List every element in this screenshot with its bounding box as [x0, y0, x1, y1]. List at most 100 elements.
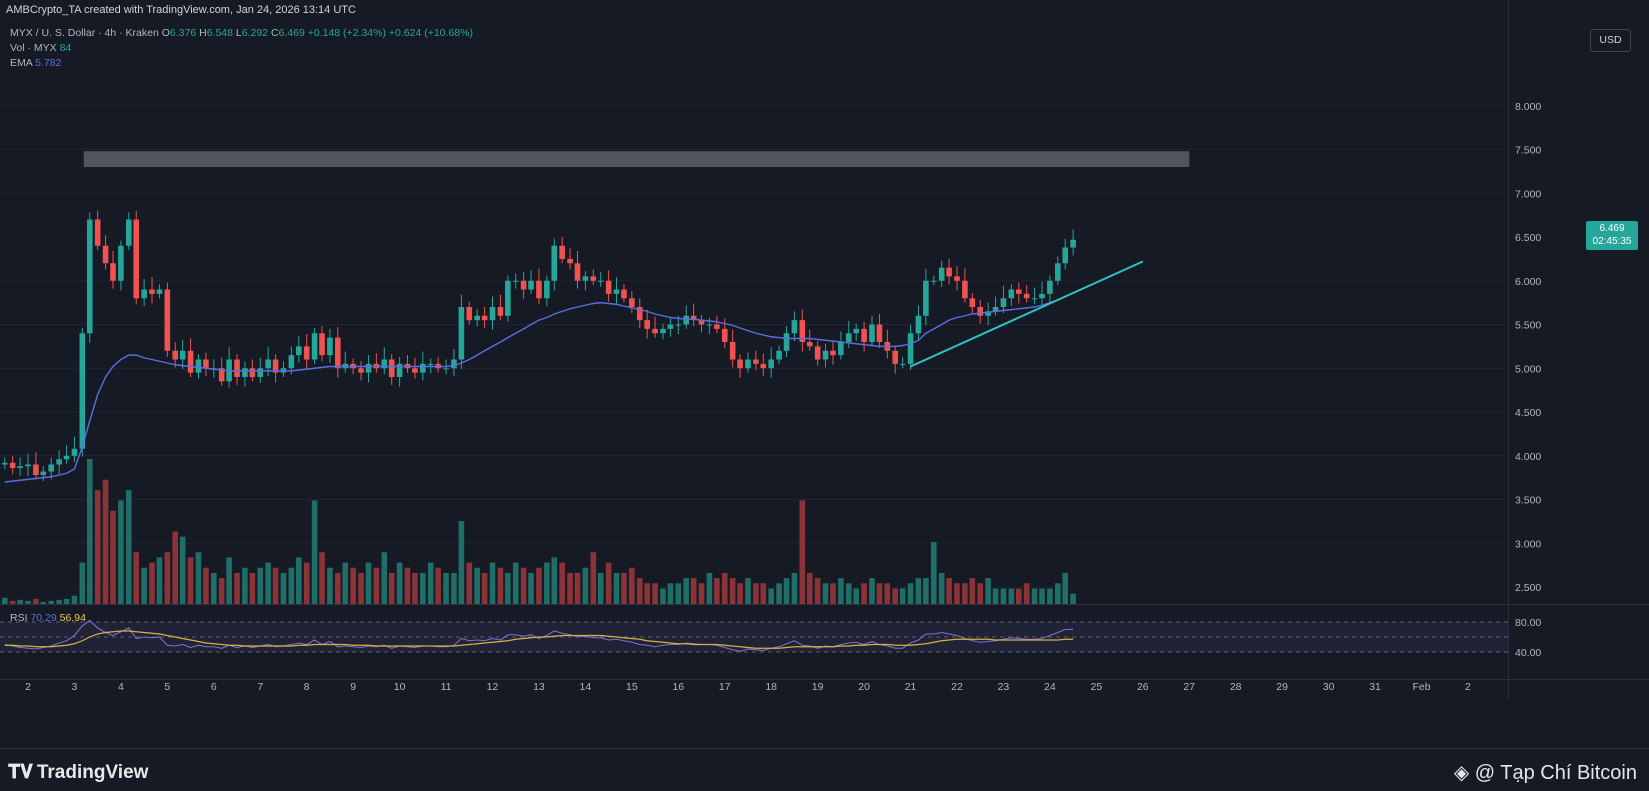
candle: [489, 307, 496, 321]
time-tick-label: 27: [1183, 681, 1195, 693]
candle: [822, 350, 829, 360]
time-tick-label: 15: [626, 681, 638, 693]
candle: [443, 368, 449, 370]
volume-bar: [404, 567, 411, 604]
volume-bar: [118, 500, 124, 604]
candle: [753, 359, 759, 364]
volume-bar: [412, 572, 418, 604]
symbol-legend[interactable]: MYX / U. S. Dollar · 4h · Kraken O6.376 …: [10, 27, 473, 39]
volume-bar: [451, 572, 457, 604]
volume-legend[interactable]: Vol · MYX 84: [10, 42, 71, 54]
candle: [567, 258, 573, 264]
volume-bar: [1031, 588, 1038, 604]
volume-bar: [814, 578, 821, 604]
time-tick-label: 30: [1323, 681, 1335, 693]
volume-bar: [1, 597, 8, 604]
volume-value: 84: [59, 42, 72, 54]
volume-bar: [497, 567, 504, 604]
candle: [1000, 298, 1007, 307]
candle: [768, 359, 774, 369]
volume-bar: [683, 578, 689, 604]
candles[interactable]: [1, 210, 1076, 482]
candle: [1047, 280, 1053, 294]
candle: [257, 368, 264, 377]
time-tick-label: 16: [672, 681, 684, 693]
volume-bar: [644, 583, 650, 604]
candle: [985, 311, 991, 316]
candle: [636, 307, 643, 321]
high-value: 6.548: [206, 27, 233, 39]
candle: [71, 448, 78, 456]
candle: [706, 324, 713, 326]
volume-bar: [714, 578, 720, 604]
time-tick-label: 9: [350, 681, 356, 693]
candle: [234, 359, 240, 377]
price-tick-label: 6.000: [1515, 276, 1541, 288]
rsi-legend[interactable]: RSI 70.29 56.94: [10, 612, 86, 624]
ema-label: EMA: [10, 57, 33, 69]
candle: [907, 333, 914, 364]
volume-bar: [536, 567, 542, 604]
volume-bars: [1, 459, 1076, 604]
candle: [613, 289, 620, 294]
volume-bar: [876, 583, 883, 604]
candle: [94, 219, 101, 246]
volume-bar: [342, 562, 349, 604]
candle: [923, 280, 929, 316]
volume-bar: [1054, 583, 1061, 604]
volume-bar: [544, 562, 550, 604]
price-tick-label: 6.500: [1515, 232, 1541, 244]
volume-bar: [884, 583, 891, 604]
volume-bar: [838, 578, 844, 604]
volume-bar: [311, 500, 318, 604]
volume-bar: [629, 567, 635, 604]
time-axis[interactable]: 2 3 4 5 6 7 8 9 10 11 12 13 14 15 16 17 18 19 20 21 22 23 24 25…: [25, 681, 1471, 693]
volume-bar: [721, 572, 728, 604]
volume-bar: [768, 588, 774, 604]
candle: [319, 333, 325, 356]
candle: [590, 276, 597, 281]
watermark: ◈ @ Tạp Chí Bitcoin: [1454, 760, 1637, 785]
volume-bar: [489, 562, 496, 604]
bar-countdown: 02:45:35: [1592, 236, 1632, 247]
price-chart[interactable]: 8.000 7.500 7.000 6.500 6.000 5.500 5.000 4.500…: [0, 0, 1649, 750]
volume-bar: [1008, 588, 1015, 604]
volume-bar: [466, 562, 473, 604]
time-tick-label: 22: [951, 681, 963, 693]
volume-bar: [892, 588, 899, 604]
candle: [265, 359, 271, 369]
time-tick-label: 6: [211, 681, 217, 693]
trendline-layer[interactable]: [910, 260, 1144, 368]
time-tick-label: 24: [1044, 681, 1056, 693]
price-tick-label: 5.000: [1515, 363, 1541, 375]
candle: [63, 455, 70, 460]
ema-legend[interactable]: EMA 5.782: [10, 57, 61, 69]
time-tick-label: 28: [1230, 681, 1242, 693]
volume-bar: [443, 572, 449, 604]
volume-bar: [218, 578, 225, 604]
low-value: 6.292: [241, 27, 269, 39]
volume-bar: [179, 536, 186, 604]
volume-bar: [396, 562, 403, 604]
volume-bar: [365, 562, 372, 604]
price-axis[interactable]: 8.000 7.500 7.000 6.500 6.000 5.500 5.000 4.500…: [1515, 101, 1541, 659]
tradingview-logo[interactable]: 𝐓𝐕 TradingView: [8, 762, 148, 784]
volume-bar: [729, 578, 736, 604]
volume-bar: [1000, 588, 1007, 604]
candle: [930, 280, 937, 282]
time-tick-label: 31: [1369, 681, 1381, 693]
candle: [195, 359, 202, 373]
volume-bar: [234, 572, 240, 604]
volume-bar: [56, 599, 62, 604]
candle: [1070, 239, 1076, 248]
currency-button[interactable]: USD: [1590, 29, 1631, 52]
volume-bar: [582, 567, 589, 604]
volume-bar: [962, 583, 968, 604]
volume-bar: [156, 557, 163, 604]
time-tick-label: 17: [719, 681, 731, 693]
candle: [644, 320, 650, 329]
candle: [335, 337, 341, 369]
volume-bar: [280, 572, 287, 604]
time-tick-label: 26: [1137, 681, 1149, 693]
volume-bar: [1062, 572, 1069, 604]
